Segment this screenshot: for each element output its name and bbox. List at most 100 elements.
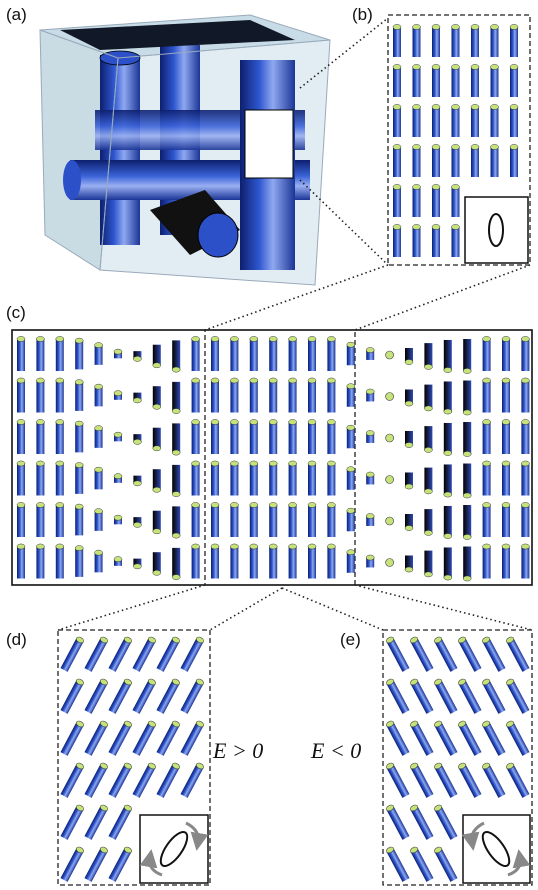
cylinder-part <box>307 377 317 384</box>
cylinder-part <box>521 380 530 413</box>
cylinder <box>327 336 336 371</box>
cylinder <box>521 377 530 413</box>
cylinder <box>307 419 317 454</box>
cylinder-part <box>506 638 530 672</box>
cylinder-part <box>60 680 84 714</box>
cylinder-part <box>156 764 180 798</box>
cylinder-part <box>424 571 433 578</box>
cylinder <box>191 543 200 579</box>
cylinder-part <box>506 680 530 714</box>
cylinder <box>230 419 239 454</box>
cylinder-part <box>470 144 480 150</box>
cylinder <box>434 720 458 756</box>
cylinder-part <box>451 227 460 257</box>
cylinder-part <box>327 380 336 413</box>
cylinder-part <box>386 804 394 812</box>
cylinder-part <box>230 419 239 425</box>
cylinder-part <box>124 804 132 812</box>
cylinder <box>230 543 239 579</box>
cylinder <box>490 144 499 177</box>
cylinder-part <box>502 463 510 496</box>
cylinder-part <box>152 486 162 493</box>
cylinder-part <box>432 227 440 257</box>
cylinder-part <box>288 502 297 508</box>
cylinder <box>482 678 506 714</box>
cylinder-part <box>393 227 401 257</box>
cylinder <box>501 419 511 454</box>
cylinder <box>94 425 103 448</box>
cylinder <box>451 144 460 177</box>
cylinder <box>327 460 336 496</box>
cylinder-part <box>148 762 156 770</box>
cylinder-part <box>451 144 460 150</box>
cylinder <box>84 720 108 756</box>
cylinder <box>424 467 433 495</box>
cylinder <box>210 502 220 537</box>
cylinder-part <box>510 147 518 177</box>
cylinder-part <box>346 552 355 573</box>
inset-d <box>139 814 209 884</box>
cylinder-part <box>210 377 220 384</box>
field-label: E < 0 <box>310 738 361 763</box>
connectors <box>57 17 533 631</box>
cylinder <box>443 422 453 456</box>
cylinder-part <box>431 144 441 150</box>
cylinder-part <box>327 339 336 371</box>
cylinder <box>392 24 402 57</box>
cylinder-part <box>16 419 26 425</box>
cylinder <box>327 543 336 579</box>
cylinder-part <box>171 366 181 373</box>
cylinder-part <box>490 107 499 137</box>
cylinder <box>462 505 472 540</box>
cylinder-part <box>180 638 204 672</box>
cylinder-part <box>133 351 142 359</box>
cylinder-part <box>521 505 530 537</box>
cylinder-part <box>482 505 491 537</box>
cylinder-part <box>60 806 84 840</box>
cylinder-part <box>114 351 122 359</box>
cylinder-part <box>424 550 433 575</box>
cylinder-part <box>410 848 434 882</box>
cylinder-part <box>482 678 490 686</box>
cylinder-part <box>133 522 142 528</box>
cylinder-part <box>424 426 433 450</box>
cylinder-part <box>16 336 26 342</box>
cylinder-part <box>75 340 84 370</box>
cylinder <box>74 379 84 411</box>
cylinder-part <box>386 846 394 854</box>
cylinder-part <box>431 184 441 190</box>
cylinder-part <box>412 144 421 150</box>
cylinder <box>113 348 123 359</box>
cylinder-part <box>451 184 460 190</box>
cylinder-part <box>171 574 181 580</box>
cylinder-part <box>471 67 479 97</box>
cylinder-part <box>385 392 394 401</box>
cylinder-part <box>148 636 156 644</box>
cylinder-part <box>191 339 200 371</box>
cylinder-part <box>74 337 84 344</box>
cylinder <box>470 144 480 177</box>
cylinder-part <box>521 336 530 342</box>
cylinder-part <box>490 144 499 150</box>
cylinder <box>482 460 491 496</box>
panel-label: (b) <box>352 5 373 24</box>
cylinder <box>443 547 453 581</box>
cylinder <box>36 460 45 496</box>
cylinder <box>470 104 480 137</box>
cylinder-part <box>156 638 180 672</box>
cylinder <box>156 720 180 756</box>
cylinder-part <box>307 543 317 550</box>
cylinder <box>412 224 421 257</box>
cylinder <box>210 460 220 496</box>
cylinder-part <box>366 433 375 443</box>
cylinder-part <box>443 505 452 537</box>
cylinder-part <box>392 224 402 230</box>
cylinder <box>108 678 132 714</box>
cylinder-part <box>288 546 297 579</box>
cylinder-part <box>210 419 220 425</box>
cylinder <box>171 506 181 539</box>
cylinder-part <box>249 422 258 454</box>
cylinder <box>490 104 499 137</box>
cylinder-part <box>75 423 84 453</box>
cylinder-part <box>506 764 530 798</box>
